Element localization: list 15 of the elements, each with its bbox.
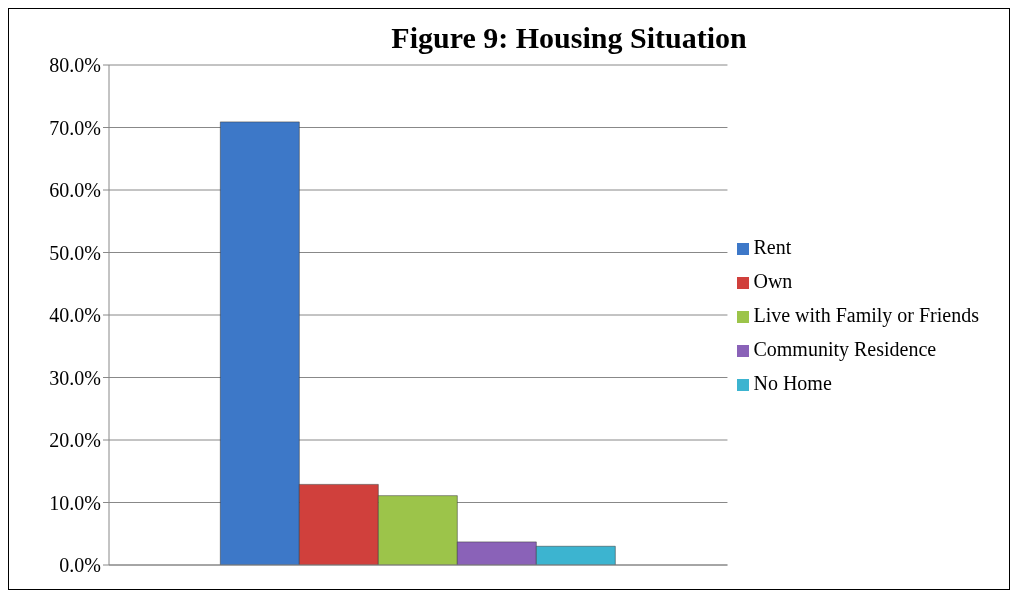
chart-title: Figure 9: Housing Situation bbox=[390, 21, 748, 55]
y-tick-label: 30.0% bbox=[49, 366, 101, 389]
y-tick-label: 60.0% bbox=[49, 179, 101, 202]
legend-label: Live with Family or Friends bbox=[753, 304, 979, 326]
y-tick-label: 80.0% bbox=[49, 54, 101, 77]
legend-label: No Home bbox=[753, 372, 832, 394]
legend-label: Rent bbox=[753, 236, 792, 258]
y-tick-label: 70.0% bbox=[49, 116, 101, 139]
y-tick-label: 0.0% bbox=[59, 554, 101, 577]
y-tick-label: 20.0% bbox=[49, 429, 101, 452]
legend-label: Community Residence bbox=[753, 338, 937, 360]
legend-label: Own bbox=[753, 270, 793, 292]
y-tick-label: 10.0% bbox=[49, 491, 101, 514]
y-tick-label: 50.0% bbox=[49, 241, 101, 264]
y-tick-label: 40.0% bbox=[49, 304, 101, 327]
